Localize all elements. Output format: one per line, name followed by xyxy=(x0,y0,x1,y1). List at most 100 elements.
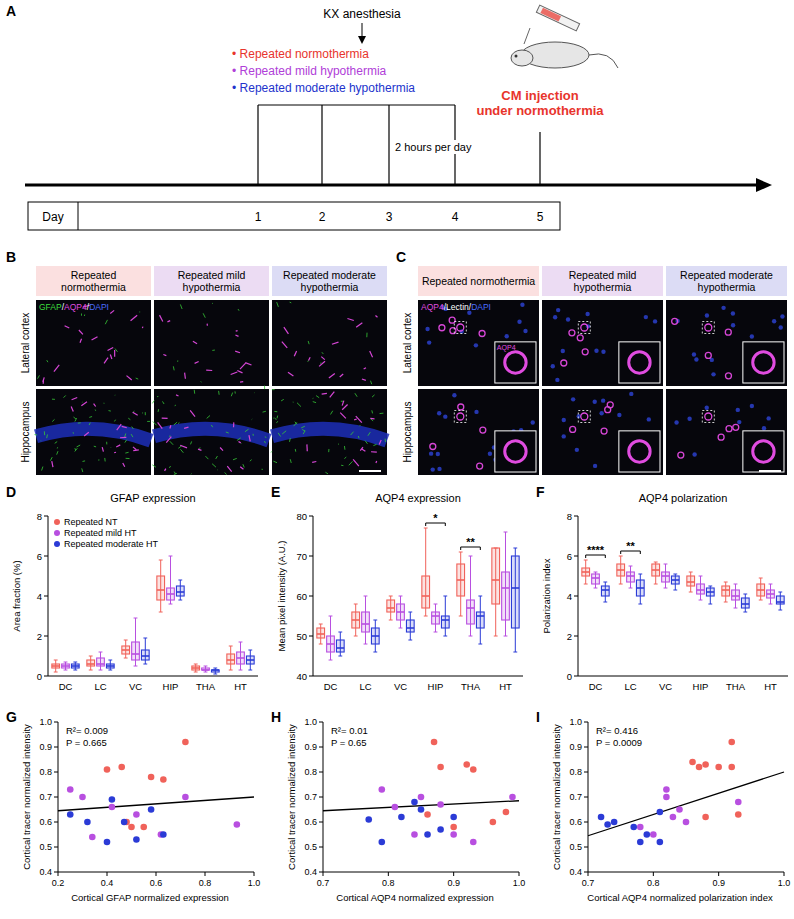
micrograph xyxy=(542,300,663,386)
astrocyte xyxy=(290,459,292,463)
median xyxy=(467,607,475,609)
point xyxy=(160,776,167,783)
box xyxy=(757,584,765,596)
vessel xyxy=(198,449,201,450)
point xyxy=(431,739,438,746)
column-header: Repeated moderatehypothermia xyxy=(283,269,376,293)
tick xyxy=(44,636,48,637)
nucleus xyxy=(694,357,698,361)
whisker-cap xyxy=(239,642,243,643)
column-header-bg xyxy=(666,266,787,296)
whisker-cap xyxy=(178,600,182,601)
category-label: LC xyxy=(359,681,371,692)
point xyxy=(657,839,664,846)
median xyxy=(362,623,370,625)
tick xyxy=(319,872,323,873)
vessel xyxy=(245,363,251,365)
astrocyte xyxy=(218,391,220,395)
point xyxy=(437,764,444,771)
box xyxy=(62,664,70,668)
stat-label: R²= 0.009 xyxy=(66,725,108,736)
tick-label: 6 xyxy=(37,551,42,562)
timeline-arrowhead xyxy=(756,178,772,192)
whisker-cap xyxy=(743,594,747,595)
vessel xyxy=(240,363,246,369)
significance-label: **** xyxy=(587,544,605,556)
significance-bracket xyxy=(480,547,481,550)
point xyxy=(598,814,605,821)
inset-ring xyxy=(753,352,774,373)
nucleus xyxy=(585,312,589,316)
median xyxy=(776,601,784,603)
tick-label: 60 xyxy=(296,591,307,602)
whisker-cap xyxy=(673,590,677,591)
point xyxy=(84,819,91,826)
tick xyxy=(718,872,719,876)
astrocyte xyxy=(174,472,175,474)
whisker-cap xyxy=(213,674,217,675)
whisker-cap xyxy=(399,628,403,629)
vessel xyxy=(321,357,325,360)
astrocyte xyxy=(254,392,255,393)
channel-name: Lectin xyxy=(446,302,469,312)
nucleus xyxy=(629,392,633,396)
tick xyxy=(453,872,454,876)
vessel xyxy=(375,461,377,463)
astrocyte xyxy=(349,461,353,465)
tick-label: 0.8 xyxy=(647,878,660,888)
whisker-cap xyxy=(759,600,763,601)
astrocyte xyxy=(162,401,164,404)
nucleus xyxy=(425,327,429,331)
bracket xyxy=(258,105,455,106)
tick xyxy=(584,772,588,773)
point xyxy=(128,824,135,831)
day-number: 2 xyxy=(319,210,326,224)
point xyxy=(365,816,372,823)
median xyxy=(687,581,695,583)
vessel xyxy=(114,350,115,357)
micrograph-bg xyxy=(36,300,151,386)
point xyxy=(470,839,477,846)
astrocyte xyxy=(301,426,305,428)
astrocyte xyxy=(145,412,146,415)
column-header-bg xyxy=(542,266,663,296)
whisker-cap xyxy=(434,632,438,633)
category-label: HIP xyxy=(693,681,709,692)
whisker-cap xyxy=(434,604,438,605)
tick-label: 1.0 xyxy=(248,878,261,888)
nucleus xyxy=(601,398,605,402)
tick xyxy=(784,872,785,876)
astrocyte xyxy=(103,403,105,404)
tick xyxy=(54,722,58,723)
panel-letter: B xyxy=(6,249,16,265)
tick-label: 0.5 xyxy=(569,842,582,852)
astrocyte xyxy=(75,448,78,451)
panel-letter: I xyxy=(536,709,540,725)
whisker-cap xyxy=(594,588,598,589)
day-line xyxy=(257,105,258,185)
axis-title: Cortical tracer normalized intensity xyxy=(551,724,562,870)
category-label: VC xyxy=(129,681,142,692)
inset xyxy=(743,431,784,472)
astrocyte xyxy=(38,375,40,378)
micrograph-bg xyxy=(36,389,151,475)
vessel xyxy=(284,327,289,334)
astrocyte xyxy=(262,469,263,470)
median xyxy=(671,579,679,581)
astrocyte xyxy=(276,421,278,422)
tick xyxy=(44,676,48,677)
vessel xyxy=(330,392,335,398)
tick xyxy=(54,822,58,823)
astrocyte xyxy=(371,410,373,413)
vessel xyxy=(122,426,127,427)
whisker-cap xyxy=(654,584,658,585)
category-label: HIP xyxy=(163,681,179,692)
nucleus xyxy=(687,417,691,421)
astrocyte xyxy=(372,395,374,397)
whisker-cap xyxy=(204,666,208,667)
nucleus xyxy=(571,397,575,401)
point xyxy=(735,811,742,818)
vessel xyxy=(142,327,144,329)
vessel-ring xyxy=(725,329,731,335)
astrocyte xyxy=(373,444,376,445)
